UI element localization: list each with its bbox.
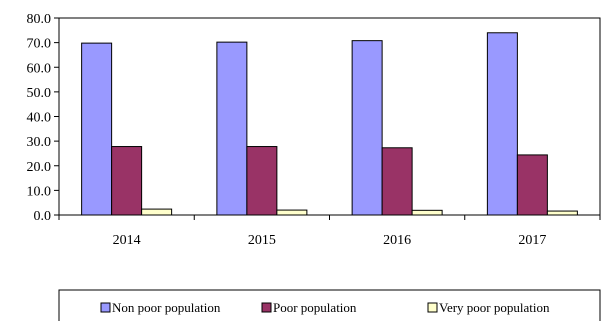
bar-poor-population-2016	[381, 147, 413, 216]
bar-non-poor-population-2016	[351, 40, 383, 216]
bars	[81, 32, 578, 216]
x-axis: 2014 2015 2016 2017	[58, 215, 601, 248]
legend-label: Non poor population	[112, 300, 221, 315]
legend-box	[58, 289, 601, 321]
legend: Non poor population Poor population Very p…	[58, 289, 601, 321]
y-tick-label: 60.0	[27, 61, 52, 76]
y-tick-label: 80.0	[27, 12, 52, 27]
bar-poor-population-2017	[516, 154, 548, 216]
y-tick-label: 20.0	[27, 160, 52, 175]
bar-non-poor-population-2015	[216, 41, 248, 216]
bar-very-poor-population-2015	[276, 209, 308, 216]
y-tick-label: 30.0	[27, 135, 52, 150]
y-tick-label: 0.0	[34, 209, 52, 224]
x-tick-label: 2016	[383, 233, 411, 248]
legend-swatch	[427, 302, 438, 313]
bar-non-poor-population-2014	[81, 42, 113, 216]
bar-very-poor-population-2014	[141, 208, 173, 216]
bar-non-poor-population-2017	[486, 32, 518, 216]
legend-label: Very poor population	[439, 300, 550, 315]
bar-poor-population-2014	[111, 146, 143, 216]
x-tick-label: 2014	[113, 233, 141, 248]
legend-swatch	[100, 302, 111, 313]
x-tick-label: 2017	[518, 233, 546, 248]
y-tick-label: 70.0	[27, 37, 52, 52]
x-tick-label: 2015	[248, 233, 276, 248]
y-tick-label: 10.0	[27, 184, 52, 199]
y-axis: 0.0 10.0 20.0 30.0 40.0 50.0 60.0 70.0 80.0	[27, 12, 59, 224]
legend-label: Poor population	[273, 300, 357, 315]
y-tick-label: 50.0	[27, 86, 52, 101]
bar-very-poor-population-2016	[411, 209, 443, 216]
bar-poor-population-2015	[246, 146, 278, 216]
legend-swatch	[261, 302, 272, 313]
y-tick-label: 40.0	[27, 111, 52, 126]
bar-very-poor-population-2017	[546, 210, 578, 216]
